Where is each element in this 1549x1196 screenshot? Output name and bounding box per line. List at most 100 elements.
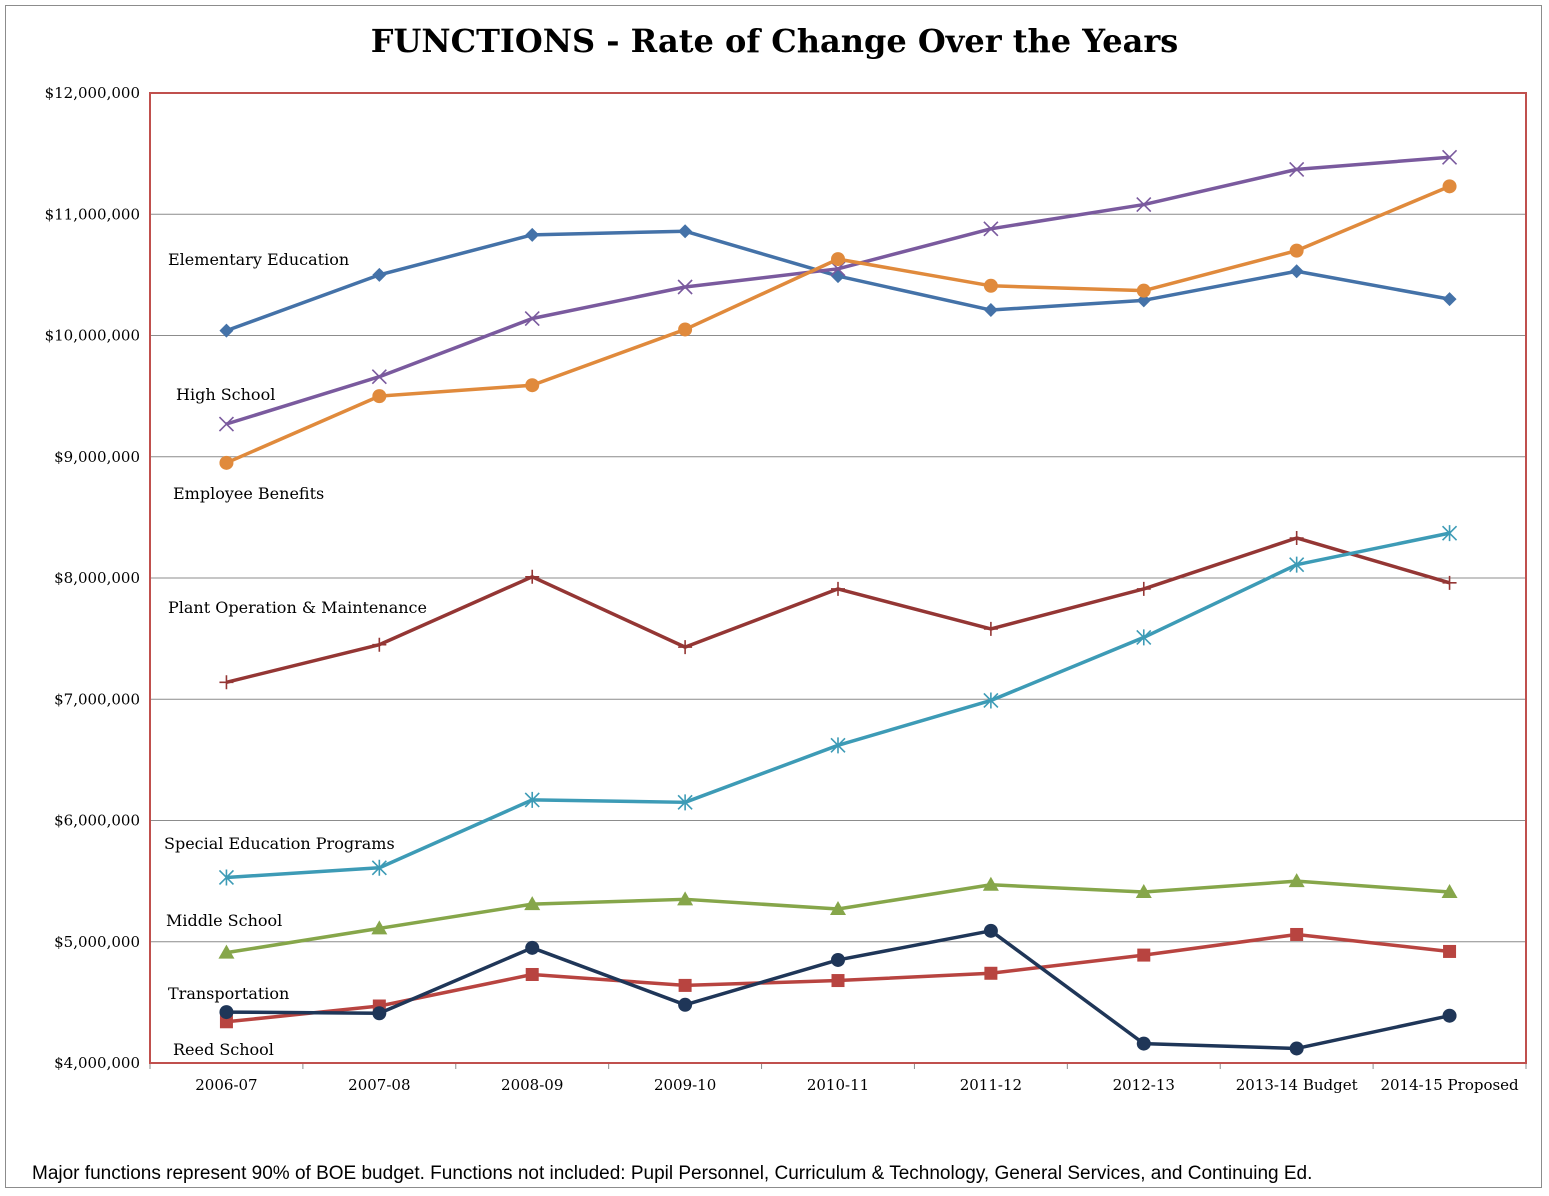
series-label-high-school: High School	[176, 385, 275, 404]
data-point-special-education-programs	[1441, 525, 1458, 542]
x-tick-label: 2007-08	[348, 1076, 410, 1094]
data-point-high-school	[677, 279, 693, 295]
data-point-employee-benefits	[831, 252, 845, 267]
data-point-reed-school	[1289, 1041, 1304, 1056]
data-point-middle-school	[1441, 884, 1458, 899]
x-tick-label: 2013-14 Budget	[1236, 1076, 1358, 1094]
x-tick-label: 2008-09	[501, 1076, 563, 1094]
data-point-reed-school	[678, 997, 693, 1012]
y-tick-label: $5,000,000	[54, 933, 140, 951]
data-point-reed-school	[1136, 1036, 1151, 1051]
chart-frame	[5, 5, 1542, 1188]
data-point-middle-school	[1288, 873, 1305, 888]
data-point-transportation	[1137, 948, 1151, 962]
series-label-transportation: Transportation	[168, 984, 289, 1003]
data-point-middle-school	[524, 896, 541, 911]
data-point-reed-school	[831, 952, 845, 967]
series-line-high-school	[225, 155, 1450, 426]
chart-footnote: Major functions represent 90% of BOE bud…	[32, 1163, 1313, 1184]
data-point-plant-operation-and-maintenance	[983, 621, 998, 636]
data-point-middle-school	[830, 901, 846, 916]
data-point-transportation	[678, 978, 692, 992]
data-point-special-education-programs	[371, 859, 387, 876]
y-tick-label: $6,000,000	[54, 812, 140, 830]
data-point-high-school	[371, 369, 387, 385]
x-tick-label: 2010-11	[807, 1076, 869, 1094]
data-point-elementary-education	[525, 227, 540, 242]
y-tick-label: $10,000,000	[45, 327, 140, 345]
data-point-employee-benefits	[1289, 243, 1304, 258]
data-point-employee-benefits	[983, 278, 998, 293]
x-tick-label: 2012-13	[1113, 1076, 1175, 1094]
chart-title: FUNCTIONS - Rate of Change Over the Year…	[370, 22, 1179, 60]
x-tick-label: 2014-15 Proposed	[1380, 1076, 1519, 1094]
data-point-elementary-education	[983, 303, 998, 318]
data-point-special-education-programs	[524, 791, 540, 808]
data-point-elementary-education	[831, 269, 845, 284]
x-tick-label: 2006-07	[195, 1076, 257, 1094]
data-point-transportation	[984, 966, 998, 980]
data-point-middle-school	[218, 944, 235, 959]
y-tick-label: $9,000,000	[54, 448, 140, 466]
data-point-plant-operation-and-maintenance	[1289, 530, 1304, 545]
data-point-high-school	[1136, 196, 1152, 213]
data-point-special-education-programs	[830, 737, 846, 754]
data-point-plant-operation-and-maintenance	[831, 581, 845, 596]
data-point-high-school	[1441, 149, 1458, 165]
y-tick-label: $12,000,000	[45, 84, 140, 102]
data-point-employee-benefits	[372, 389, 387, 404]
data-point-employee-benefits	[678, 322, 693, 337]
data-point-elementary-education	[1289, 264, 1304, 279]
data-point-transportation	[1443, 944, 1457, 958]
series-label-plant-operation-and-maintenance: Plant Operation & Maintenance	[168, 598, 427, 617]
data-point-reed-school	[372, 1006, 387, 1021]
data-point-reed-school	[219, 1005, 234, 1020]
data-point-elementary-education	[219, 323, 234, 338]
data-point-employee-benefits	[1442, 179, 1457, 194]
data-point-plant-operation-and-maintenance	[1442, 575, 1457, 590]
y-tick-label: $11,000,000	[45, 205, 140, 223]
plot-area-border	[149, 92, 1527, 1064]
data-point-elementary-education	[678, 224, 693, 239]
x-tick-label: 2011-12	[960, 1076, 1022, 1094]
data-point-special-education-programs	[1289, 556, 1305, 573]
y-tick-label: $8,000,000	[54, 569, 140, 587]
data-point-special-education-programs	[218, 869, 235, 886]
data-point-middle-school	[1135, 884, 1152, 899]
data-point-reed-school	[525, 940, 540, 955]
data-point-transportation	[1290, 927, 1304, 941]
data-point-elementary-education	[1136, 293, 1151, 308]
data-point-reed-school	[983, 923, 998, 938]
data-point-middle-school	[371, 920, 388, 935]
data-point-high-school	[983, 221, 999, 237]
series-label-reed-school: Reed School	[173, 1040, 274, 1059]
data-point-plant-operation-and-maintenance	[678, 640, 693, 655]
series-label-special-education-programs: Special Education Programs	[164, 834, 395, 853]
data-point-employee-benefits	[219, 455, 234, 470]
data-point-high-school	[218, 416, 235, 432]
data-point-plant-operation-and-maintenance	[525, 569, 540, 584]
data-point-special-education-programs	[1136, 629, 1152, 646]
data-point-plant-operation-and-maintenance	[219, 675, 234, 690]
series-label-middle-school: Middle School	[166, 911, 282, 930]
data-point-plant-operation-and-maintenance	[1136, 581, 1151, 596]
data-point-elementary-education	[372, 267, 387, 282]
x-tick-label: 2009-10	[654, 1076, 716, 1094]
series-line-employee-benefits	[225, 184, 1451, 465]
data-point-elementary-education	[1442, 292, 1457, 307]
data-point-transportation	[219, 1015, 233, 1029]
data-point-middle-school	[982, 876, 999, 891]
data-point-middle-school	[677, 891, 694, 906]
data-point-high-school	[1289, 161, 1305, 177]
data-point-special-education-programs	[983, 692, 999, 709]
data-point-transportation	[831, 974, 845, 988]
data-point-transportation	[525, 967, 539, 981]
data-point-employee-benefits	[1136, 283, 1151, 298]
data-point-special-education-programs	[677, 794, 693, 811]
data-point-employee-benefits	[525, 378, 540, 393]
series-label-elementary-education: Elementary Education	[168, 250, 349, 269]
series-line-reed-school	[226, 929, 1450, 1051]
y-tick-label: $4,000,000	[54, 1054, 140, 1072]
series-label-employee-benefits: Employee Benefits	[173, 484, 324, 503]
